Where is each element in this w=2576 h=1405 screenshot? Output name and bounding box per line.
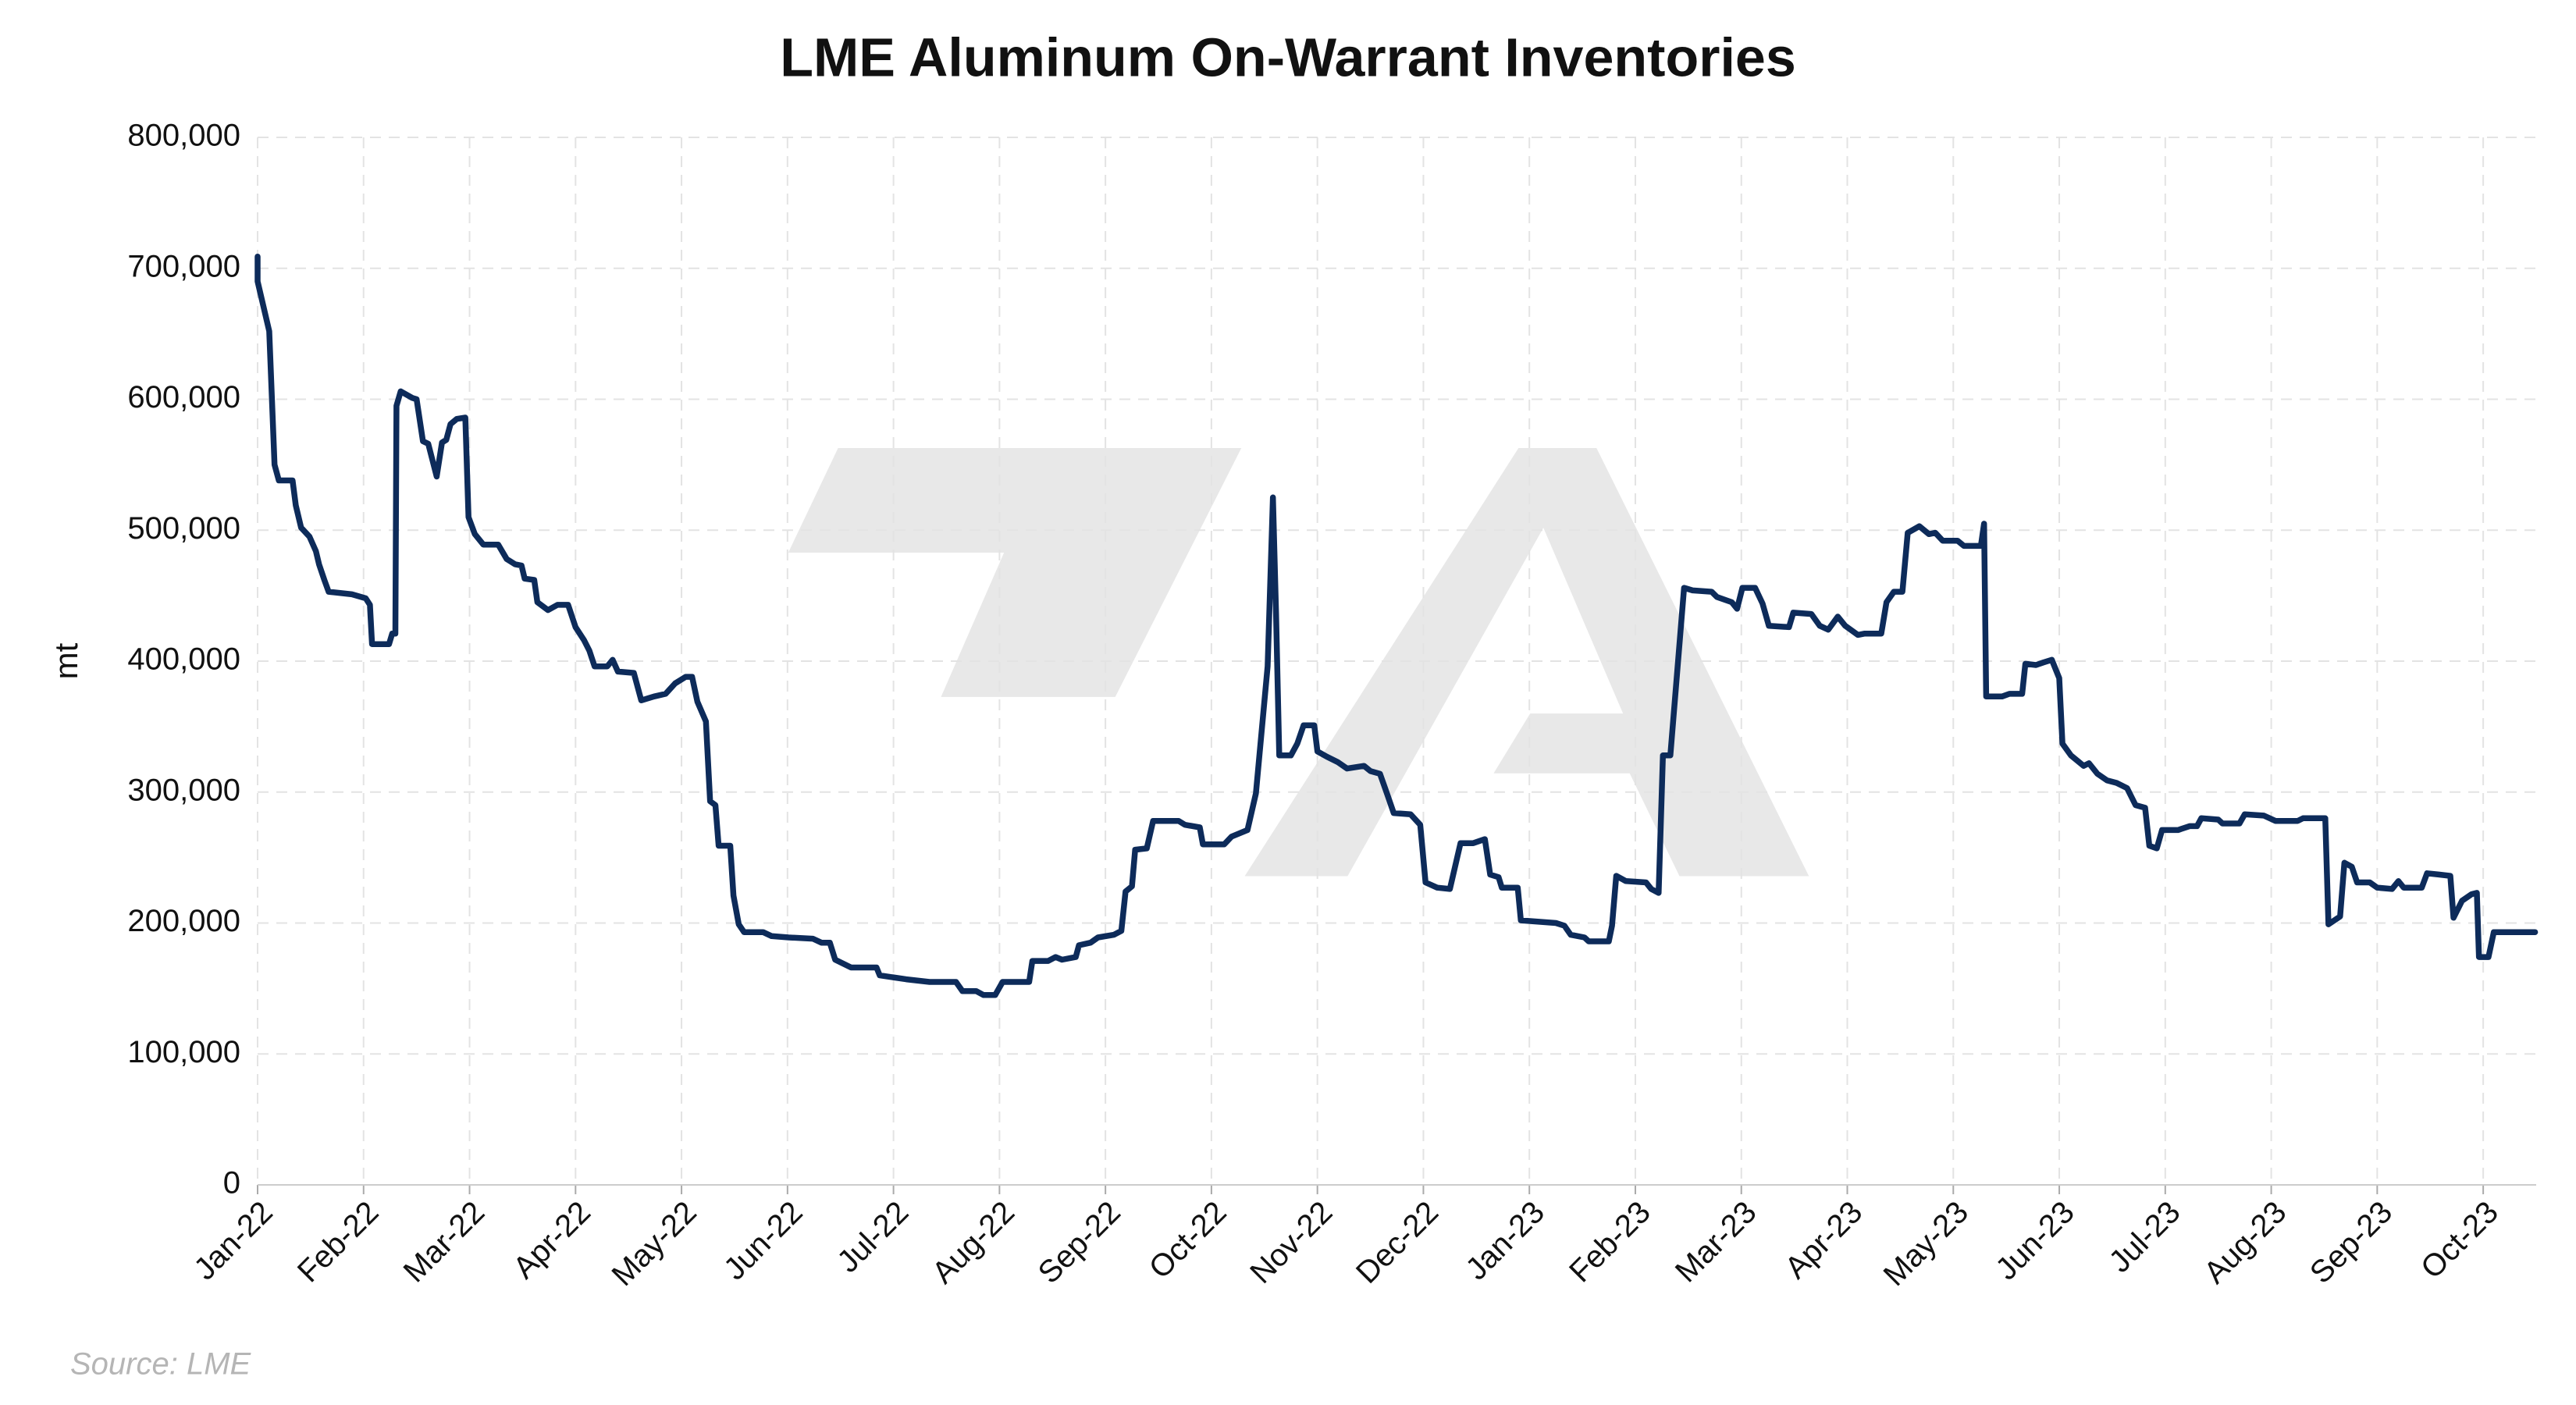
x-tick-label: Jul-22 [831,1195,915,1279]
y-axis-label: mt [48,642,84,679]
grid [257,137,2536,1186]
x-tick-label: Dec-22 [1350,1195,1445,1290]
x-tick-label: Jun-22 [717,1195,809,1287]
watermark [788,448,1809,877]
y-tick-label: 100,000 [127,1035,240,1069]
x-tick-label: Feb-23 [1563,1195,1657,1289]
x-tick-label: Mar-22 [397,1195,492,1289]
y-tick-label: 700,000 [127,249,240,283]
x-tick-label: Feb-22 [291,1195,386,1289]
y-tick-label: 600,000 [127,380,240,414]
y-tick-label: 800,000 [127,119,240,153]
source-note: Source: LME [70,1347,252,1382]
x-tick-label: Nov-22 [1244,1195,1339,1290]
x-tick-label: Jul-23 [2102,1195,2186,1279]
x-tick-label: May-23 [1877,1195,1975,1293]
chart-title: LME Aluminum On-Warrant Inventories [780,27,1796,87]
x-tick-label: Sep-22 [1032,1195,1127,1290]
data-line [254,253,2539,998]
x-tick-label: Oct-23 [2414,1195,2505,1286]
x-tick-label: Jun-23 [1989,1195,2081,1287]
x-tick-label: Aug-23 [2197,1195,2293,1290]
x-tick-label: Apr-22 [507,1195,597,1286]
x-tick-label: May-22 [605,1195,703,1293]
y-tick-label: 300,000 [127,773,240,807]
x-tick-label: Mar-23 [1669,1195,1763,1289]
y-tick-label: 0 [223,1166,240,1200]
x-tick-label: Jan-22 [187,1195,279,1287]
y-tick-label: 200,000 [127,904,240,938]
x-tick-label: Apr-23 [1778,1195,1869,1286]
x-tick-label: Aug-22 [926,1195,1021,1290]
y-tick-label: 500,000 [127,511,240,546]
x-tick-label: Jan-23 [1459,1195,1551,1287]
x-tick-label: Oct-22 [1143,1195,1233,1286]
x-tick-label: Sep-23 [2304,1195,2399,1290]
y-tick-label: 400,000 [127,642,240,677]
